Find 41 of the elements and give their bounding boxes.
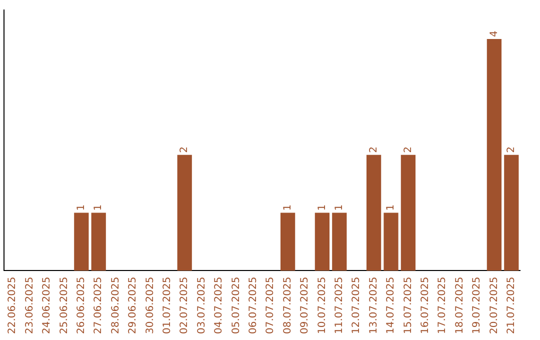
x-tick-label: 21.07.2025 — [506, 276, 517, 334]
x-tick-label: 10.07.2025 — [316, 276, 328, 334]
data-label: 2 — [506, 146, 517, 153]
x-tick-label: 09.07.2025 — [300, 276, 311, 334]
x-tick-label: 13.07.2025 — [368, 276, 380, 334]
x-tick-label: 12.07.2025 — [351, 276, 362, 334]
data-label: 1 — [76, 204, 87, 211]
x-tick-label: 29.06.2025 — [128, 276, 139, 334]
x-tick-label: 07.07.2025 — [265, 276, 276, 334]
data-label: 2 — [368, 146, 380, 153]
data-label: 1 — [334, 204, 345, 211]
x-tick-label: 27.06.2025 — [93, 276, 104, 334]
data-label: 2 — [179, 146, 190, 153]
x-tick-label: 28.06.2025 — [110, 276, 122, 334]
data-label: 2 — [402, 146, 414, 153]
x-tick-label: 08.07.2025 — [282, 276, 294, 334]
x-tick-label: 24.06.2025 — [42, 276, 53, 334]
x-tick-label: 23.06.2025 — [24, 276, 36, 334]
x-tick-label: 25.06.2025 — [58, 276, 70, 334]
x-tick-label: 02.07.2025 — [179, 276, 190, 334]
x-tick-label: 01.07.2025 — [162, 276, 173, 334]
x-tick-label: 26.06.2025 — [76, 276, 87, 334]
x-tick-label: 15.07.2025 — [402, 276, 414, 334]
data-label: 1 — [316, 204, 328, 211]
x-tick-label: 17.07.2025 — [437, 276, 448, 334]
data-label: 1 — [282, 204, 294, 211]
x-tick-label: 14.07.2025 — [386, 276, 397, 334]
x-tick-label: 06.07.2025 — [248, 276, 259, 334]
data-label: 1 — [386, 204, 397, 211]
data-label: 4 — [488, 30, 500, 37]
x-tick-label: 22.06.2025 — [7, 276, 18, 334]
x-tick-label: 18.07.2025 — [454, 276, 466, 334]
x-tick-label: 20.07.2025 — [488, 276, 500, 334]
x-tick-label: 19.07.2025 — [472, 276, 483, 334]
x-tick-label: 05.07.2025 — [230, 276, 242, 334]
x-tick-label: 16.07.2025 — [420, 276, 431, 334]
x-tick-label: 11.07.2025 — [334, 276, 345, 334]
x-tick-label: 04.07.2025 — [214, 276, 225, 334]
x-tick-label: 30.06.2025 — [144, 276, 156, 334]
data-label: 1 — [93, 204, 104, 211]
x-tick-label: 03.07.2025 — [196, 276, 208, 334]
